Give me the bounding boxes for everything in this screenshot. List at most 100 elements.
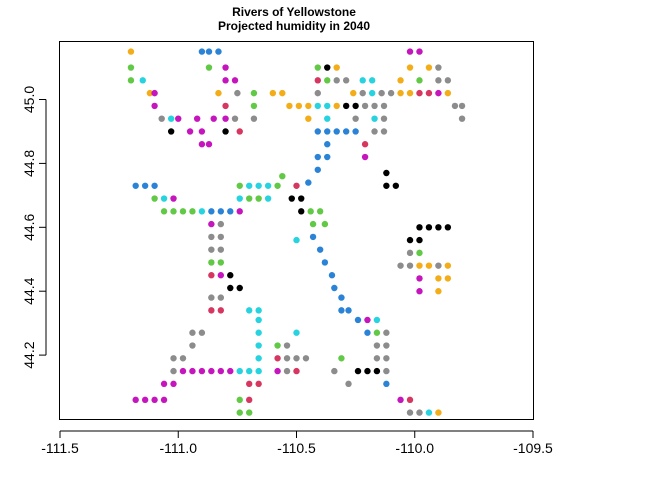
data-point [151, 396, 158, 404]
data-point [359, 77, 366, 84]
data-point [406, 409, 414, 416]
data-point [380, 102, 388, 110]
data-point [435, 224, 442, 231]
data-point [167, 115, 175, 122]
data-point [236, 396, 243, 404]
data-point [397, 77, 404, 84]
data-point [333, 77, 340, 84]
data-point [444, 77, 452, 84]
data-point [359, 89, 366, 97]
data-point [215, 89, 222, 97]
data-point [406, 48, 414, 55]
data-point [383, 380, 390, 388]
data-point [234, 89, 241, 97]
data-point [158, 115, 165, 122]
points-layer [127, 48, 466, 416]
data-point [274, 367, 281, 375]
data-point [444, 262, 452, 269]
data-point [368, 77, 376, 84]
data-point [361, 102, 369, 110]
y-tick-label: 45.0 [21, 86, 37, 113]
data-point [373, 355, 381, 362]
data-point [179, 355, 187, 362]
data-point [208, 220, 215, 228]
data-point [127, 64, 135, 71]
data-point [222, 115, 229, 122]
data-point [208, 307, 215, 314]
data-point [338, 294, 345, 301]
data-point [208, 367, 215, 375]
data-point [286, 102, 293, 110]
data-point [435, 275, 442, 282]
data-point [198, 208, 206, 215]
data-point [170, 195, 177, 202]
data-point [345, 380, 352, 388]
data-point [236, 208, 243, 215]
data-point [246, 195, 253, 202]
data-point [435, 77, 442, 84]
data-point [451, 102, 459, 110]
data-point [406, 89, 414, 97]
data-point [179, 208, 187, 215]
y-axis: 44.2 44.4 44.6 44.8 45.0 [21, 86, 47, 369]
data-point [255, 329, 262, 336]
y-tick-label: 44.2 [21, 341, 37, 368]
data-point [167, 128, 175, 135]
x-tick-label: -109.5 [513, 440, 553, 456]
data-point [250, 102, 258, 110]
data-point [170, 208, 177, 215]
data-point [352, 102, 359, 110]
data-point [307, 208, 314, 215]
data-point [127, 48, 135, 55]
data-point [324, 141, 331, 148]
data-point [264, 195, 272, 202]
data-point [189, 367, 196, 375]
data-point [222, 77, 229, 84]
data-point [435, 89, 442, 97]
data-point [368, 89, 376, 97]
data-point [293, 182, 300, 189]
data-point [217, 208, 225, 215]
data-point [361, 153, 369, 161]
data-point [217, 233, 225, 241]
data-point [269, 89, 277, 97]
data-point [198, 48, 206, 55]
data-point [193, 115, 201, 122]
data-point [364, 316, 371, 324]
data-point [383, 355, 390, 362]
data-point [222, 64, 229, 71]
data-point [416, 224, 423, 231]
data-point [170, 355, 177, 362]
data-point [255, 355, 262, 362]
data-point [316, 246, 324, 253]
data-point [132, 182, 139, 189]
data-point [236, 409, 243, 416]
data-point [227, 208, 234, 215]
data-point [250, 115, 258, 122]
data-point [198, 141, 206, 148]
data-point [416, 409, 423, 416]
data-point [146, 89, 154, 97]
data-point [298, 195, 305, 202]
data-point [338, 355, 345, 362]
data-point [416, 77, 423, 84]
data-point [293, 367, 300, 375]
x-tick-label: -111.0 [159, 440, 197, 456]
data-point [406, 249, 414, 257]
data-point [246, 307, 253, 314]
data-point [387, 89, 395, 97]
data-point [354, 367, 362, 375]
data-point [205, 48, 213, 55]
x-tick-label: -111.5 [41, 440, 79, 456]
x-tick-label: -110.5 [277, 440, 316, 456]
data-point [151, 182, 158, 189]
data-point [279, 89, 286, 97]
data-point [425, 89, 433, 97]
data-point [217, 246, 225, 253]
data-point [380, 115, 388, 122]
data-point [250, 89, 258, 97]
data-point [274, 182, 281, 189]
data-point [314, 166, 321, 173]
data-point [236, 284, 243, 292]
